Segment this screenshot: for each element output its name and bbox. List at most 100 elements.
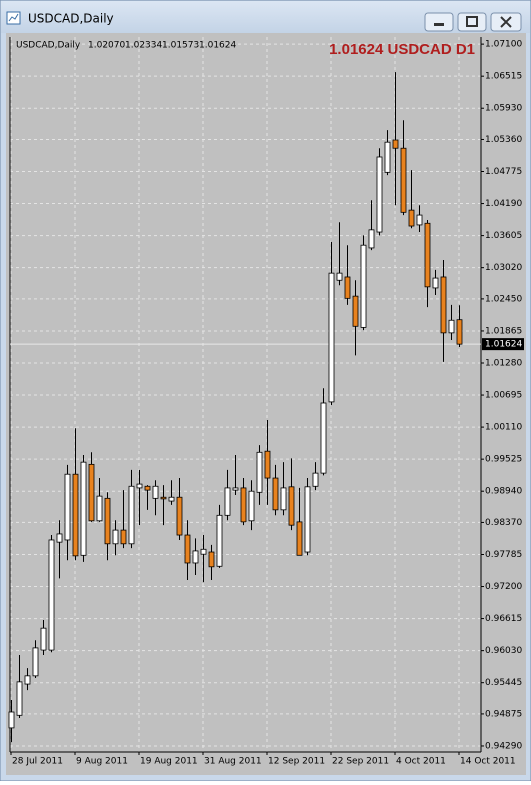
candle-body [352,295,359,327]
candle-body [8,711,15,729]
x-tick-label: 28 Jul 2011 [12,757,63,767]
candle-body [64,473,71,541]
candle-body [328,272,335,403]
y-tick-label: 1.02450 [485,294,522,304]
candle-body [408,209,415,227]
candle-body [16,681,23,716]
y-tick-label: 0.97785 [485,550,522,560]
candle-body [96,495,103,522]
candle-body [216,514,223,567]
close-icon [500,16,512,28]
candle-body [424,222,431,288]
x-tick-label: 9 Aug 2011 [76,757,128,767]
candle-body [72,473,79,557]
candle-body [392,139,399,149]
y-tick-label: 1.04775 [485,167,522,177]
header-value: 1.01624 [199,41,236,51]
y-tick-label: 0.95445 [485,678,522,688]
candle-body [304,486,311,553]
y-tick-label: 1.01280 [485,358,522,368]
candle-body [368,229,375,249]
candle-body [272,477,279,511]
y-tick-label: 0.94290 [485,741,522,751]
candle-body [256,451,263,493]
candle-body [336,272,343,281]
candle-body [416,214,423,226]
candle-body [400,147,407,213]
candle-body [240,487,247,523]
header-value: 1.02070 [88,41,125,51]
y-tick-label: 1.00110 [485,423,522,433]
candle-body [448,319,455,334]
x-tick-label: 19 Aug 2011 [140,757,198,767]
y-tick-label: 1.05930 [485,104,522,114]
candle-body [168,496,175,502]
candle-body [232,487,239,491]
candle-body [320,402,327,474]
chart-header: USDCAD,Daily [16,41,81,51]
candle-body [128,485,135,545]
y-tick-label: 1.07100 [485,40,522,50]
candle-body [224,487,231,516]
candle-body [144,485,151,491]
header-value: 1.02334 [125,41,162,51]
y-tick-label: 1.01865 [485,326,522,336]
y-tick-label: 1.06515 [485,72,522,82]
candle-body [440,276,447,334]
candle-body [136,483,143,489]
y-tick-label: 0.98940 [485,487,522,497]
chart-background [6,33,526,775]
candle-body [104,497,111,545]
candle-body [456,319,463,345]
candle-body [176,496,183,536]
candle-body [192,550,199,564]
restore-icon [466,16,478,27]
y-tick-label: 0.94875 [485,709,522,719]
y-tick-label: 0.97200 [485,582,522,592]
candle-body [288,486,295,526]
candle-body [24,675,31,685]
candle-body [184,534,191,564]
candle-body [376,156,383,233]
y-tick-label: 0.96615 [485,614,522,624]
x-tick-label: 31 Aug 2011 [204,757,262,767]
candle-body [344,276,351,299]
candle-body [432,277,439,289]
candle-body [248,490,255,522]
y-tick-label: 0.98370 [485,518,522,528]
candle-body [312,472,319,487]
plot [10,37,481,752]
candle-body [120,529,127,545]
y-tick-label: 1.04190 [485,199,522,209]
app-icon-line [8,13,19,22]
x-tick-label: 22 Sep 2011 [332,757,389,767]
candle-body [48,539,55,651]
candle-body [40,627,47,651]
candle-body [296,521,303,556]
candle-body [200,548,207,555]
current-price-label: 1.01624 [485,340,522,350]
x-tick-label: 4 Oct 2011 [396,757,446,767]
y-tick-label: 1.00695 [485,391,522,401]
y-tick-label: 1.05360 [485,135,522,145]
candle-body [56,533,63,543]
candle-body [152,485,159,499]
candle-body [360,244,367,328]
candle-body [160,496,167,500]
minimize-icon [434,23,444,26]
y-tick-label: 1.03605 [485,231,522,241]
chart-title: 1.01624 USDCAD D1 [329,41,475,58]
candle-body [88,463,95,522]
current-price-box [482,338,524,351]
y-tick-label: 0.99525 [485,455,522,465]
header-value: 1.01573 [162,41,199,51]
x-tick-label: 14 Oct 2011 [460,757,516,767]
minimize-button[interactable] [424,12,454,32]
y-tick-label: 1.03020 [485,263,522,273]
candle-body [264,450,271,479]
candle-body [280,487,287,511]
candle-body [384,141,391,173]
window-title: USDCAD,Daily [28,12,114,26]
restore-button[interactable] [457,12,487,32]
